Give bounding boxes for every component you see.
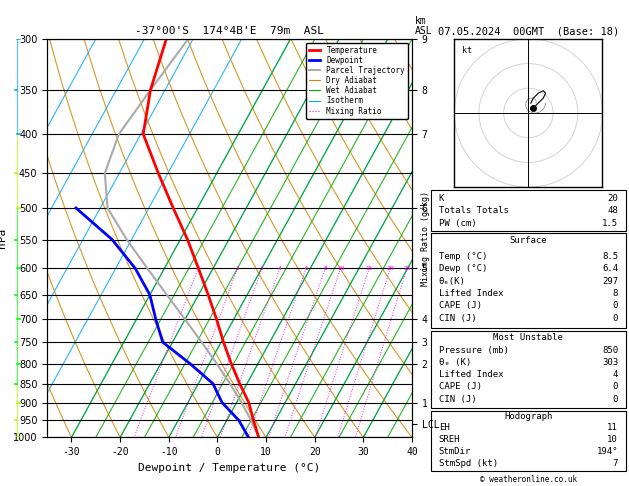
Text: 20: 20 [387,266,394,271]
Text: 4: 4 [613,370,618,379]
Text: 15: 15 [365,266,373,271]
Text: km
ASL: km ASL [415,17,433,36]
Text: 11: 11 [608,423,618,432]
Text: 25: 25 [403,266,411,271]
Text: Hodograph: Hodograph [504,413,552,421]
Text: K: K [438,194,444,203]
Text: Surface: Surface [509,236,547,245]
Text: 3: 3 [260,266,264,271]
Text: 2: 2 [236,266,240,271]
Text: kt: kt [462,46,472,55]
Text: Pressure (mb): Pressure (mb) [438,346,508,355]
Text: StmSpd (kt): StmSpd (kt) [438,459,498,468]
Text: 0: 0 [613,382,618,391]
Text: 6: 6 [304,266,308,271]
Text: CAPE (J): CAPE (J) [438,382,482,391]
Text: 0: 0 [613,395,618,403]
Text: θₑ(K): θₑ(K) [438,277,465,286]
Text: 1: 1 [196,266,200,271]
Text: 20: 20 [608,194,618,203]
Text: -37°00'S  174°4B'E  79m  ASL: -37°00'S 174°4B'E 79m ASL [135,26,324,36]
Text: StmDir: StmDir [438,447,471,456]
Text: 7: 7 [613,459,618,468]
Text: © weatheronline.co.uk: © weatheronline.co.uk [480,474,577,484]
Text: 8.5: 8.5 [602,252,618,261]
Text: Dewp (°C): Dewp (°C) [438,264,487,273]
Text: CIN (J): CIN (J) [438,313,476,323]
Text: CIN (J): CIN (J) [438,395,476,403]
Text: SREH: SREH [438,435,460,444]
Text: 8: 8 [323,266,327,271]
Text: 48: 48 [608,207,618,215]
Text: 10: 10 [337,266,344,271]
Text: 850: 850 [602,346,618,355]
Text: 194°: 194° [596,447,618,456]
Text: 4: 4 [278,266,282,271]
Text: 303: 303 [602,358,618,367]
Text: 07.05.2024  00GMT  (Base: 18): 07.05.2024 00GMT (Base: 18) [438,26,619,36]
Text: Totals Totals: Totals Totals [438,207,508,215]
Text: 0: 0 [613,301,618,310]
Text: θₑ (K): θₑ (K) [438,358,471,367]
X-axis label: Dewpoint / Temperature (°C): Dewpoint / Temperature (°C) [138,463,321,473]
Text: 297: 297 [602,277,618,286]
Text: Most Unstable: Most Unstable [493,333,564,342]
Y-axis label: hPa: hPa [0,228,8,248]
Text: CAPE (J): CAPE (J) [438,301,482,310]
Text: Mixing Ratio (g/kg): Mixing Ratio (g/kg) [421,191,430,286]
Text: Temp (°C): Temp (°C) [438,252,487,261]
Text: 6.4: 6.4 [602,264,618,273]
Legend: Temperature, Dewpoint, Parcel Trajectory, Dry Adiabat, Wet Adiabat, Isotherm, Mi: Temperature, Dewpoint, Parcel Trajectory… [306,43,408,119]
Text: 0: 0 [613,313,618,323]
Text: EH: EH [438,423,449,432]
Text: 8: 8 [613,289,618,298]
Text: Lifted Index: Lifted Index [438,289,503,298]
Text: PW (cm): PW (cm) [438,219,476,227]
Text: Lifted Index: Lifted Index [438,370,503,379]
Text: 1.5: 1.5 [602,219,618,227]
Text: 10: 10 [608,435,618,444]
